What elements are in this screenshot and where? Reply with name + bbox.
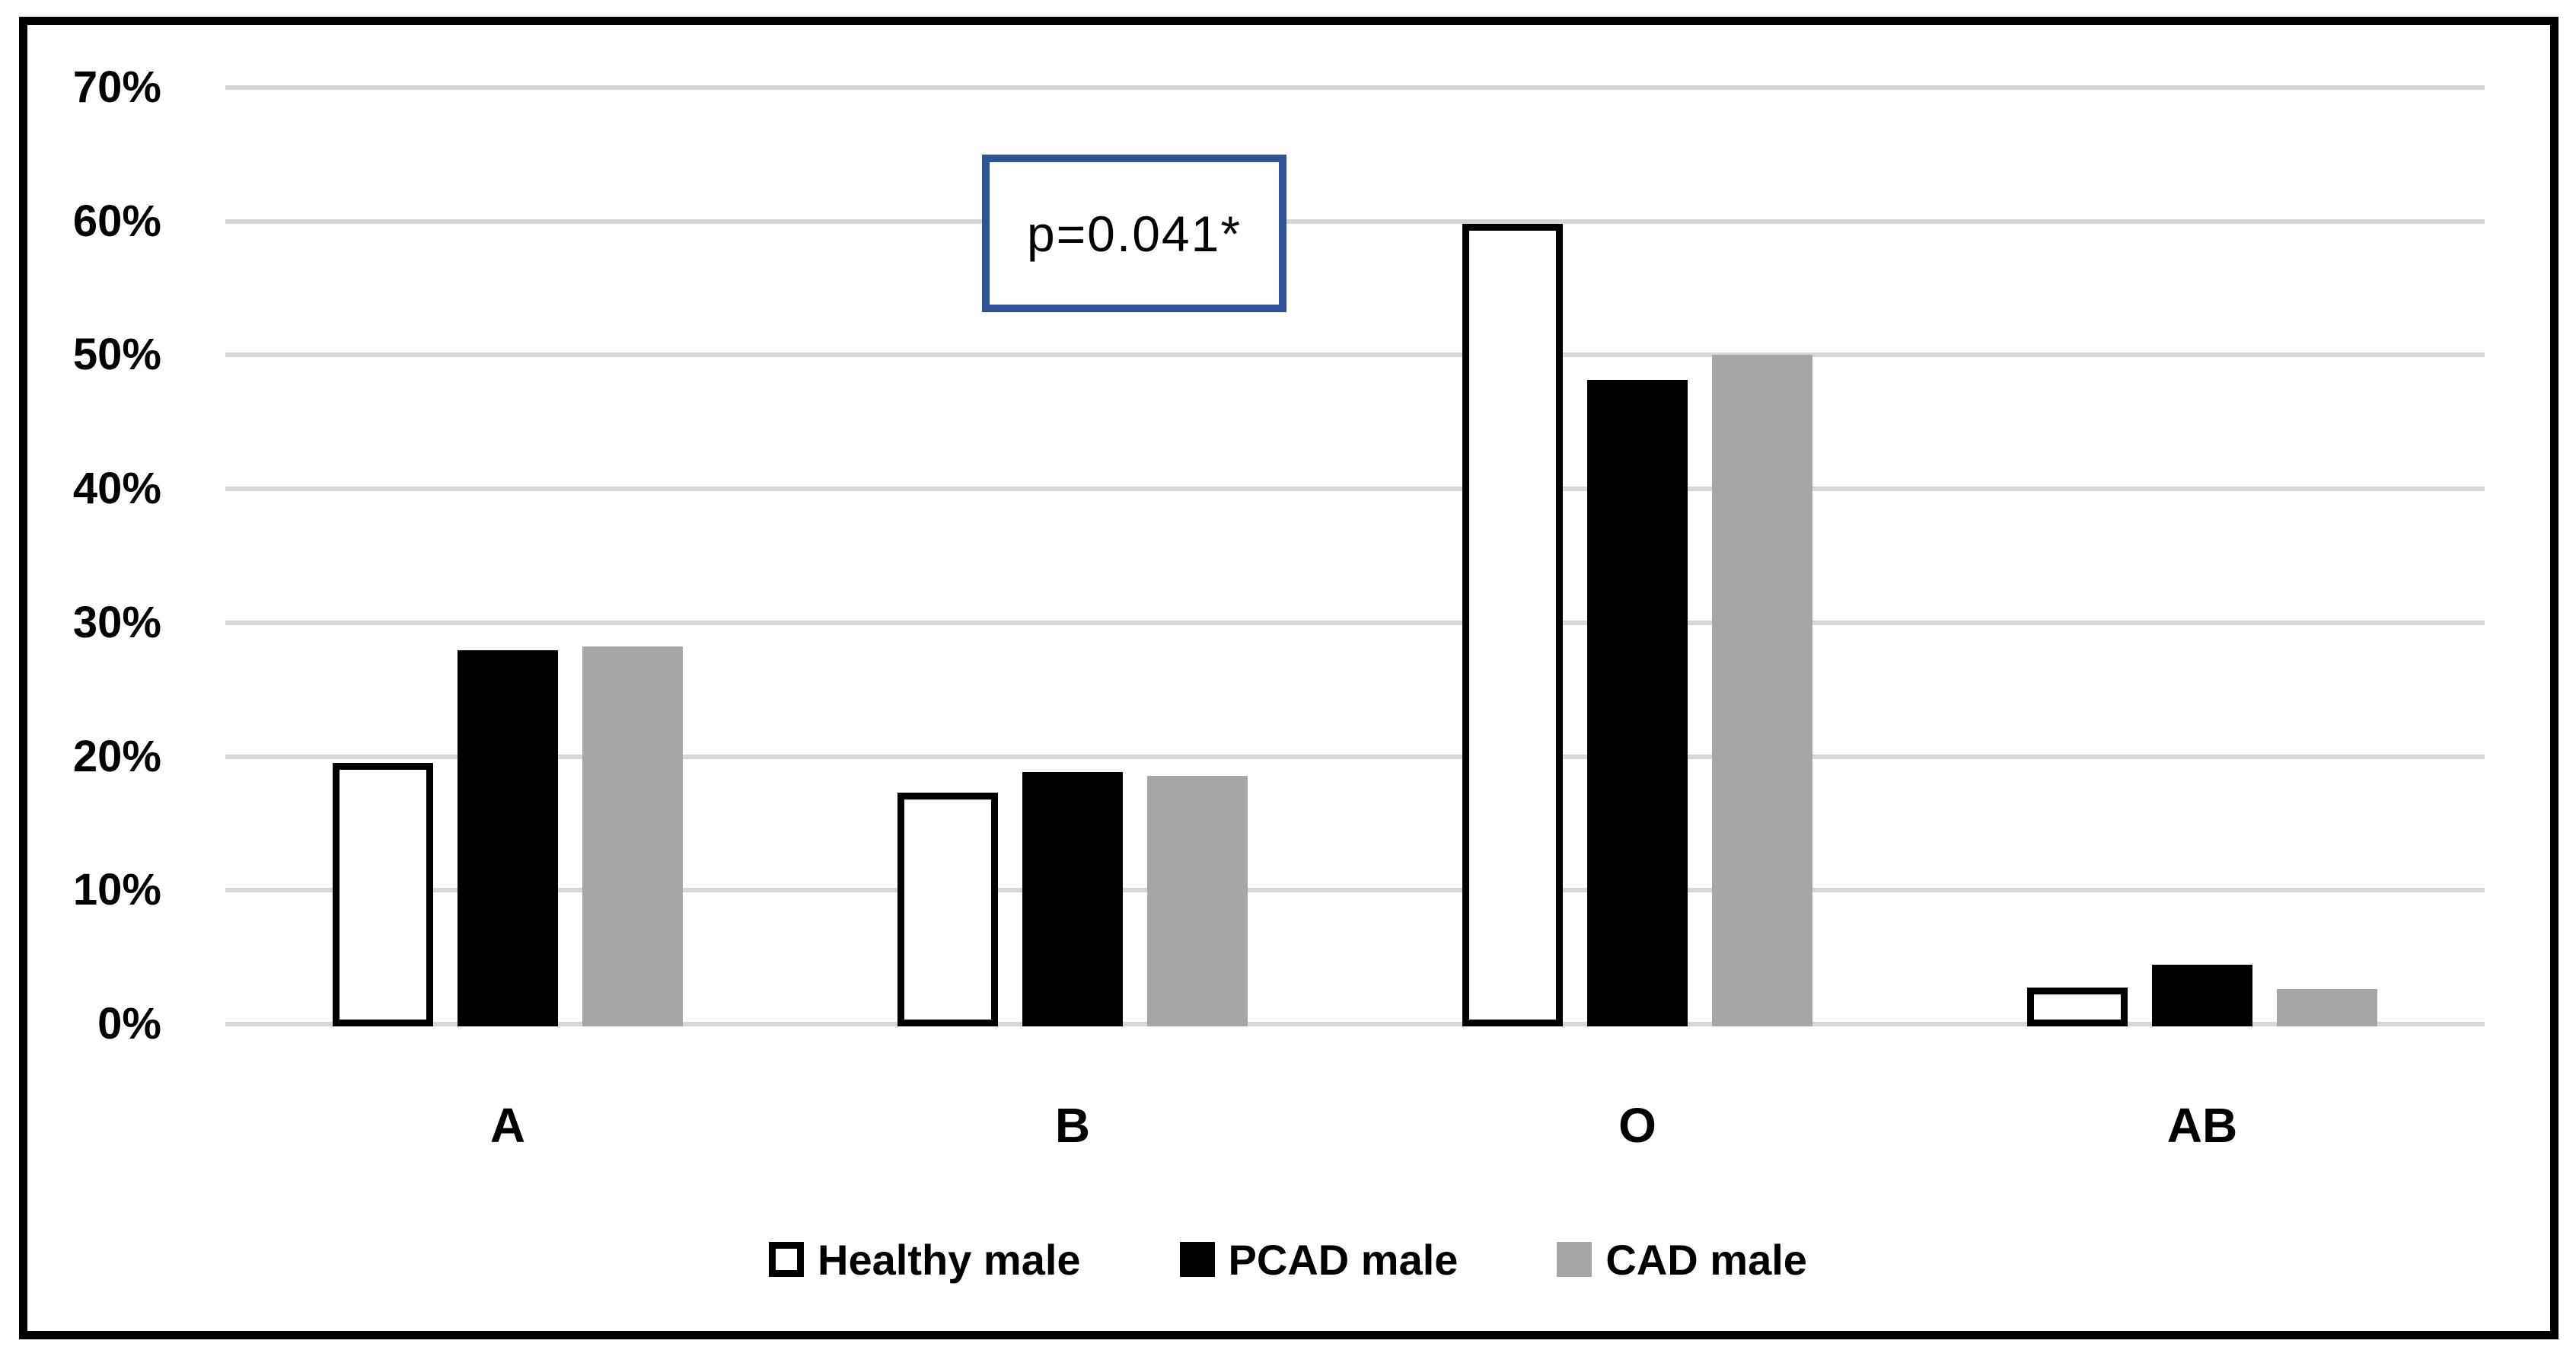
gridline-20% — [225, 754, 2485, 759]
bar-A-cad-male — [582, 646, 683, 1026]
p-value-text: p=0.041* — [1026, 205, 1242, 262]
y-axis-tick-label-50%: 50% — [72, 330, 161, 380]
legend-label: PCAD male — [1228, 1235, 1459, 1284]
legend-swatch-healthy-male — [769, 1242, 805, 1277]
x-axis-category-label-O: O — [1618, 1098, 1656, 1153]
y-axis-tick-label-70%: 70% — [72, 62, 161, 113]
gridline-60% — [225, 219, 2485, 224]
y-axis-tick-label-60%: 60% — [72, 196, 161, 246]
y-axis-tick-label-40%: 40% — [72, 464, 161, 514]
gridline-30% — [225, 620, 2485, 625]
bar-O-cad-male — [1712, 354, 1812, 1026]
bar-B-healthy-male — [897, 792, 998, 1026]
x-axis-category-label-A: A — [489, 1098, 526, 1153]
legend-item-healthy-male: Healthy male — [769, 1235, 1081, 1285]
bar-O-healthy-male — [1462, 223, 1563, 1026]
legend-label: Healthy male — [818, 1235, 1081, 1284]
bar-AB-pcad-male — [2152, 965, 2252, 1026]
x-axis-category-label-AB: AB — [2166, 1098, 2238, 1153]
bar-B-pcad-male — [1022, 772, 1123, 1026]
bar-AB-healthy-male — [2027, 988, 2128, 1026]
y-axis-tick-label-30%: 30% — [72, 597, 161, 647]
legend-label: CAD male — [1605, 1235, 1807, 1284]
y-axis-tick-label-0%: 0% — [97, 999, 161, 1048]
legend: Healthy male PCAD male CAD male — [0, 1227, 2576, 1291]
figure-border — [19, 17, 2558, 1339]
gridline-50% — [225, 353, 2485, 358]
gridline-40% — [225, 487, 2485, 492]
bar-B-cad-male — [1147, 776, 1248, 1026]
gridline-70% — [225, 85, 2485, 91]
bar-A-pcad-male — [457, 650, 558, 1026]
bar-AB-cad-male — [2277, 988, 2377, 1026]
gridline-10% — [225, 888, 2485, 893]
y-axis-tick-label-10%: 10% — [72, 865, 161, 915]
p-value-annotation-box: p=0.041* — [982, 155, 1286, 312]
x-axis-category-label-B: B — [1054, 1098, 1091, 1153]
bar-O-pcad-male — [1587, 380, 1688, 1026]
legend-item-pcad-male: PCAD male — [1179, 1235, 1459, 1285]
legend-swatch-cad-male — [1557, 1242, 1592, 1277]
legend-swatch-pcad-male — [1179, 1242, 1215, 1277]
legend-item-cad-male: CAD male — [1557, 1235, 1807, 1285]
y-axis-tick-label-20%: 20% — [72, 731, 161, 781]
gridline-0% — [225, 1022, 2485, 1026]
bar-A-healthy-male — [333, 762, 433, 1026]
